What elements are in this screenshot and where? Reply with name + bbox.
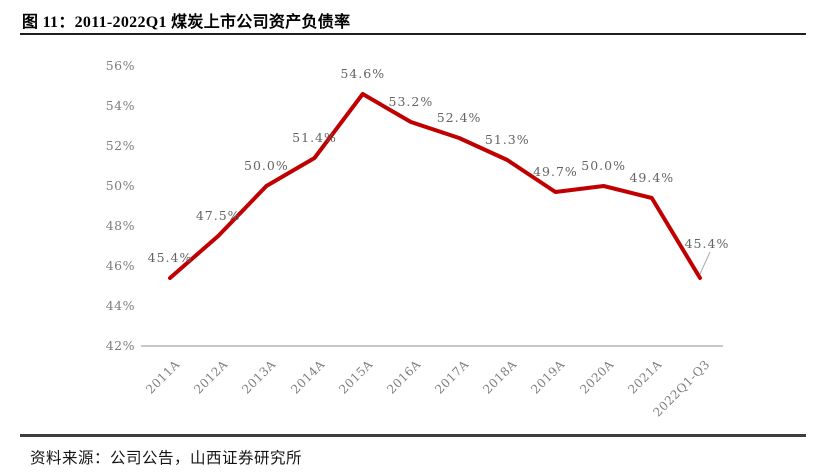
y-axis-tick-label: 54% bbox=[105, 98, 135, 113]
data-label: 51.4% bbox=[292, 130, 337, 145]
title-divider bbox=[20, 33, 806, 35]
data-label: 45.4% bbox=[684, 236, 730, 251]
figure-title: 图 11：2011-2022Q1 煤炭上市公司资产负债率 bbox=[22, 14, 351, 31]
data-label: 45.4% bbox=[147, 250, 193, 265]
trend-line bbox=[168, 92, 702, 280]
y-axis-tick-label: 56% bbox=[105, 58, 135, 73]
y-axis-tick-label: 42% bbox=[105, 338, 135, 353]
y-axis-tick-label: 44% bbox=[105, 298, 135, 313]
footer-divider bbox=[20, 434, 806, 437]
plot-canvas bbox=[168, 92, 711, 280]
line-chart: 56% 54% 52% 50% 48% 46% 44% 42% 45.4% 47.5% 50.0%… bbox=[0, 38, 825, 428]
data-label: 52.4% bbox=[436, 110, 482, 125]
source-note: 资料来源：公司公告，山西证券研究所 bbox=[30, 450, 303, 467]
y-axis-tick-label: 48% bbox=[105, 218, 135, 233]
data-label: 51.3% bbox=[484, 132, 530, 147]
data-label: 49.4% bbox=[629, 170, 675, 185]
y-axis-tick-label: 50% bbox=[105, 178, 135, 193]
data-label: 47.5% bbox=[195, 208, 241, 223]
y-axis-tick-label: 46% bbox=[105, 258, 135, 273]
data-label: 54.6% bbox=[340, 66, 386, 81]
x-axis-line bbox=[141, 345, 723, 347]
leader-line bbox=[699, 251, 711, 275]
data-label: 50.0% bbox=[581, 158, 626, 173]
data-label: 50.0% bbox=[244, 158, 289, 173]
data-label: 53.2% bbox=[388, 94, 434, 109]
data-label: 49.7% bbox=[533, 164, 578, 179]
y-axis-tick-label: 52% bbox=[105, 138, 135, 153]
